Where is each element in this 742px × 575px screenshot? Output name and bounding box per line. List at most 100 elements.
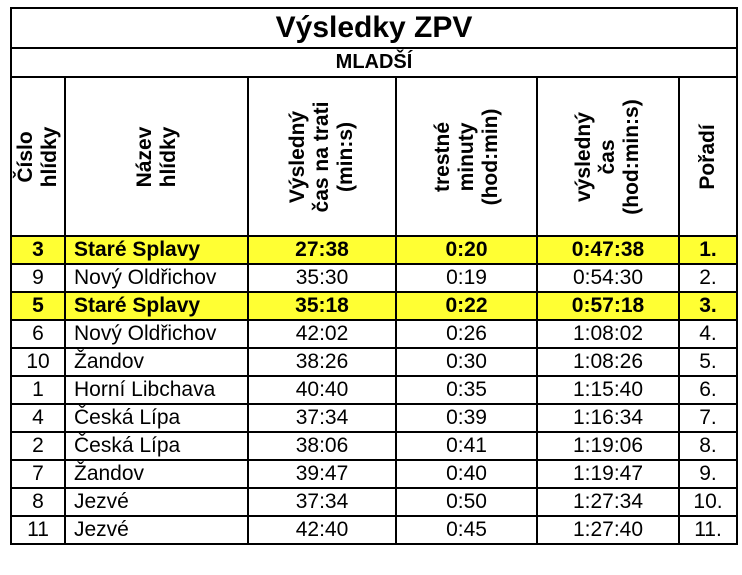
cell-total-time: 1:08:02 [536, 319, 680, 349]
cell-total-time: 1:19:06 [536, 431, 680, 461]
cell-rank: 8. [677, 431, 739, 461]
cell-penalty: 0:39 [395, 403, 538, 433]
cell-team-name: Staré Splavy [64, 235, 249, 265]
cell-team-number: 8 [10, 487, 66, 517]
header-line: hlídky [38, 126, 61, 187]
cell-penalty: 0:19 [395, 263, 538, 293]
cell-total-time: 1:15:40 [536, 375, 680, 405]
header-line: Pořadí [696, 123, 720, 190]
header-row: Číslo hlídky Název hlídky Výsledný čas n… [10, 76, 739, 237]
header-line: čas [596, 138, 619, 175]
cell-penalty: 0:30 [395, 347, 538, 377]
cell-team-name: Jezvé [64, 487, 249, 517]
cell-total-time: 1:27:34 [536, 487, 680, 517]
cell-rank: 1. [677, 235, 739, 265]
cell-team-number: 1 [10, 375, 66, 405]
cell-rank: 5. [677, 347, 739, 377]
table-row: 9 Nový Oldřichov 35:30 0:19 0:54:30 2. [10, 263, 739, 293]
cell-penalty: 0:20 [395, 235, 538, 265]
cell-team-number: 10 [10, 347, 66, 377]
table-row: 4 Česká Lípa 37:34 0:39 1:16:34 7. [10, 403, 739, 433]
header-track-time: Výsledný čas na trati (min:s) [247, 76, 397, 237]
cell-rank: 4. [677, 319, 739, 349]
cell-team-name: Žandov [64, 459, 249, 489]
cell-penalty: 0:22 [395, 291, 538, 321]
cell-track-time: 39:47 [247, 459, 397, 489]
cell-track-time: 35:18 [247, 291, 397, 321]
header-penalty-minutes: trestné minuty (hod:min) [395, 76, 538, 237]
header-line: (hod:min) [478, 108, 502, 205]
header-team-number: Číslo hlídky [10, 76, 66, 237]
table-row: 5 Staré Splavy 35:18 0:22 0:57:18 3. [10, 291, 739, 321]
cell-penalty: 0:40 [395, 459, 538, 489]
header-line: Číslo [14, 130, 37, 183]
cell-rank: 11. [677, 515, 739, 545]
cell-team-number: 2 [10, 431, 66, 461]
table-row: 3 Staré Splavy 27:38 0:20 0:47:38 1. [10, 235, 739, 265]
header-total-time: výsledný čas (hod:min:s) [536, 76, 680, 237]
header-line: čas na trati [310, 101, 333, 212]
header-line: (min:s) [334, 121, 357, 192]
cell-team-number: 4 [10, 403, 66, 433]
cell-rank: 2. [677, 263, 739, 293]
cell-team-number: 7 [10, 459, 66, 489]
cell-total-time: 0:54:30 [536, 263, 680, 293]
table-row: 7 Žandov 39:47 0:40 1:19:47 9. [10, 459, 739, 489]
cell-rank: 9. [677, 459, 739, 489]
cell-team-name: Česká Lípa [64, 403, 249, 433]
table-row: 2 Česká Lípa 38:06 0:41 1:19:06 8. [10, 431, 739, 461]
cell-total-time: 1:16:34 [536, 403, 680, 433]
cell-track-time: 27:38 [247, 235, 397, 265]
cell-penalty: 0:35 [395, 375, 538, 405]
cell-rank: 6. [677, 375, 739, 405]
cell-track-time: 40:40 [247, 375, 397, 405]
cell-total-time: 0:57:18 [536, 291, 680, 321]
header-rank: Pořadí [677, 76, 739, 237]
cell-team-name: Česká Lípa [64, 431, 249, 461]
cell-rank: 10. [677, 487, 739, 517]
cell-rank: 3. [677, 291, 739, 321]
table-row: 6 Nový Oldřichov 42:02 0:26 1:08:02 4. [10, 319, 739, 349]
cell-track-time: 37:34 [247, 487, 397, 517]
cell-team-number: 6 [10, 319, 66, 349]
cell-track-time: 42:40 [247, 515, 397, 545]
cell-team-number: 11 [10, 515, 66, 545]
cell-team-name: Nový Oldřichov [64, 263, 249, 293]
table-row: 1 Horní Libchava 40:40 0:35 1:15:40 6. [10, 375, 739, 405]
cell-track-time: 38:06 [247, 431, 397, 461]
cell-track-time: 38:26 [247, 347, 397, 377]
cell-team-name: Staré Splavy [64, 291, 249, 321]
cell-penalty: 0:50 [395, 487, 538, 517]
results-sheet: Výsledky ZPV MLADŠÍ Číslo hlídky Název h… [9, 7, 739, 545]
cell-team-name: Žandov [64, 347, 249, 377]
cell-penalty: 0:41 [395, 431, 538, 461]
header-line: minuty [454, 122, 478, 191]
table-row: 11 Jezvé 42:40 0:45 1:27:40 11. [10, 515, 739, 545]
header-line: Výsledný [286, 110, 309, 203]
cell-rank: 7. [677, 403, 739, 433]
category-label: MLADŠÍ [9, 47, 739, 78]
cell-team-number: 9 [10, 263, 66, 293]
cell-penalty: 0:45 [395, 515, 538, 545]
cell-team-number: 5 [10, 291, 66, 321]
cell-track-time: 37:34 [247, 403, 397, 433]
cell-total-time: 1:08:26 [536, 347, 680, 377]
cell-total-time: 1:27:40 [536, 515, 680, 545]
header-line: trestné [430, 121, 454, 192]
cell-team-name: Jezvé [64, 515, 249, 545]
results-table: Výsledky ZPV MLADŠÍ Číslo hlídky Název h… [9, 7, 739, 545]
cell-track-time: 42:02 [247, 319, 397, 349]
cell-team-name: Nový Oldřichov [64, 319, 249, 349]
header-team-name: Název hlídky [64, 76, 249, 237]
cell-team-name: Horní Libchava [64, 375, 249, 405]
cell-team-number: 3 [10, 235, 66, 265]
table-row: 8 Jezvé 37:34 0:50 1:27:34 10. [10, 487, 739, 517]
header-line: hlídky [156, 126, 180, 187]
results-body: 3 Staré Splavy 27:38 0:20 0:47:38 1. 9 Nový Old… [10, 235, 739, 545]
cell-track-time: 35:30 [247, 263, 397, 293]
page-title: Výsledky ZPV [9, 7, 739, 49]
cell-penalty: 0:26 [395, 319, 538, 349]
header-line: výsledný [572, 111, 595, 202]
header-line: (hod:min:s) [620, 98, 643, 215]
cell-total-time: 0:47:38 [536, 235, 680, 265]
